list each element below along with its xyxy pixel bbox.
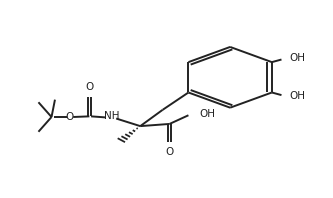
Text: NH: NH [104,111,120,121]
Text: O: O [85,83,94,92]
Text: O: O [65,112,74,122]
Text: OH: OH [199,109,215,119]
Text: O: O [166,147,173,157]
Text: OH: OH [289,53,305,63]
Text: OH: OH [289,91,305,101]
